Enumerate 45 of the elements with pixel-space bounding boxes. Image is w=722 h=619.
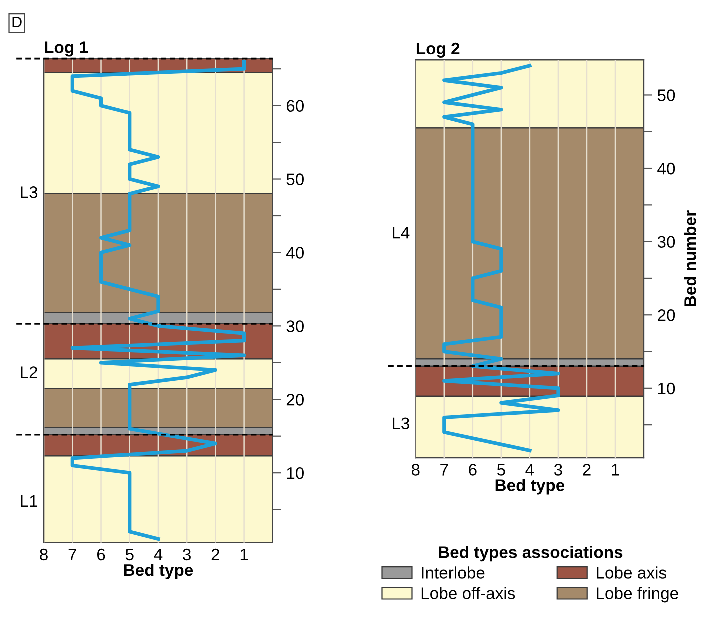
x-tick-label: 8 [412,464,420,476]
x-tick-label: 7 [68,549,76,560]
x-tick-label: 6 [469,464,477,476]
y-tick-label: 60 [286,100,304,112]
x-axis-title: Bed type [124,564,194,580]
x-tick-label: 3 [554,464,562,476]
text: L3 [21,186,38,198]
y-tick-label: 50 [286,174,304,186]
y-tick-label: 40 [658,162,676,175]
legend-label: Lobe axis [597,566,666,579]
x-tick-label: 1 [612,464,620,476]
x-tick-label: 4 [526,464,534,476]
y-tick-label: 20 [286,394,304,406]
y-tick-label: 30 [286,320,304,332]
y-axis-title: Bed number [684,210,696,307]
x-tick-label: 6 [97,548,106,561]
x-tick-label: 5 [126,549,134,561]
chart-title: Log 1 [45,42,88,57]
chart-title: Log 2 [416,42,460,58]
y-tick-label: 50 [658,90,676,102]
x-tick-label: 5 [497,464,506,476]
x-tick-label: 3 [183,548,191,561]
x-axis-title: Bed type [496,479,565,495]
y-tick-label: 20 [658,310,676,322]
legend-label: Lobe fringe [597,587,678,603]
text: L2 [21,366,38,378]
legend-label: Interlobe [422,566,485,579]
x-tick-label: 7 [440,464,448,476]
y-tick-label: 40 [286,247,304,259]
text: L3 [393,418,410,430]
x-tick-label: 1 [240,549,248,560]
legend-label: Lobe off-axis [422,587,516,600]
line-series [442,64,560,453]
text: D [12,16,22,28]
line-series [70,60,246,541]
y-tick-label: 10 [287,467,304,480]
y-tick-label: 10 [658,382,676,395]
text: L4 [393,227,410,239]
legend-title: Bed types associations [439,546,623,562]
x-tick-label: 8 [40,548,48,561]
y-tick-label: 30 [658,236,676,248]
x-tick-label: 2 [212,548,220,560]
x-tick-label: 4 [154,549,163,560]
x-tick-label: 2 [583,464,591,476]
text: L1 [21,496,38,507]
